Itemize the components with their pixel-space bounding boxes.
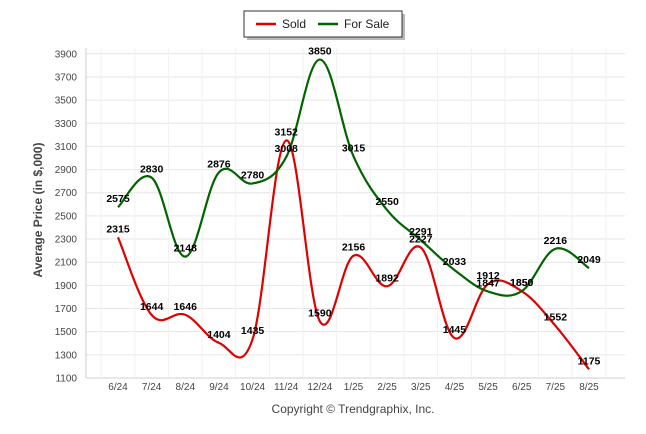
data-labels: 2315 1644 1646 1404 1435 3152 1590 2156 1892 2227… (106, 46, 601, 368)
y-tick-label: 1500 (55, 327, 78, 338)
data-label-for-sale: 3008 (275, 143, 299, 155)
y-tick-label: 1900 (55, 281, 78, 292)
data-label-sold: 1552 (544, 312, 568, 324)
data-label-for-sale: 1847 (476, 278, 500, 290)
legend-label-sold: Sold (282, 17, 306, 31)
data-label-sold: 1175 (578, 355, 601, 367)
y-tick-label: 2300 (55, 235, 78, 246)
y-tick-label: 1700 (55, 304, 78, 315)
data-label-for-sale: 2049 (577, 254, 601, 266)
data-label-sold: 1892 (375, 272, 399, 284)
data-label-for-sale: 2780 (241, 169, 265, 181)
data-label-sold: 1435 (241, 325, 265, 337)
y-axis-title: Average Price (in $,000) (31, 143, 45, 278)
x-tick-label: 1/25 (344, 382, 364, 393)
x-tick-label: 12/24 (307, 382, 332, 393)
x-tick-label: 6/25 (512, 382, 532, 393)
y-tick-label: 2500 (55, 211, 78, 222)
y-tick-label: 3900 (55, 49, 78, 60)
data-label-for-sale: 2575 (106, 193, 130, 205)
x-tick-label: 9/24 (209, 382, 229, 393)
y-tick-label: 1100 (55, 374, 77, 385)
legend: Sold For Sale (243, 10, 405, 40)
data-label-sold: 2227 (409, 234, 433, 246)
series (116, 58, 590, 370)
data-label-sold: 1590 (308, 307, 332, 319)
data-label-for-sale: 1850 (510, 277, 534, 289)
axes: 1100 1300 1500 1700 1900 2100 2300 2500 2700 2900… (55, 48, 625, 393)
x-tick-label: 7/24 (142, 382, 162, 393)
x-tick-label: 2/25 (377, 382, 397, 393)
series-line-for-sale (117, 58, 590, 297)
x-tick-label: 8/25 (579, 382, 599, 393)
y-tick-label: 3100 (55, 142, 78, 153)
data-label-for-sale: 2830 (140, 164, 164, 176)
y-tick-label: 3500 (55, 96, 78, 107)
x-tick-label: 4/25 (445, 382, 465, 393)
x-tick-label: 3/25 (411, 382, 431, 393)
y-tick-label: 3700 (55, 72, 78, 83)
data-label-for-sale: 2033 (443, 256, 467, 268)
y-tick-label: 2700 (55, 188, 78, 199)
data-label-sold: 1646 (174, 301, 198, 313)
data-label-for-sale: 2550 (375, 196, 399, 208)
data-label-for-sale: 3850 (308, 46, 332, 58)
y-tick-label: 2100 (55, 258, 78, 269)
x-tick-label: 6/24 (108, 382, 128, 393)
data-label-for-sale: 2216 (544, 235, 568, 247)
y-tick-label: 2900 (55, 165, 78, 176)
x-tick-label: 5/25 (478, 382, 498, 393)
data-label-sold: 1644 (140, 301, 164, 313)
legend-label-for-sale: For Sale (344, 17, 390, 31)
data-label-for-sale: 2291 (409, 226, 433, 238)
data-label-sold: 1445 (443, 324, 467, 336)
x-tick-label: 7/25 (546, 382, 566, 393)
x-tick-label: 8/24 (176, 382, 196, 393)
data-label-sold: 1850 (510, 277, 534, 289)
y-tick-label: 3300 (55, 119, 78, 130)
series-line-sold (116, 139, 590, 370)
x-tick-label: 10/24 (240, 382, 265, 393)
x-tick-label: 11/24 (274, 382, 299, 393)
data-label-sold: 1404 (207, 329, 231, 341)
copyright-credit: Copyright © Trendgraphix, Inc. (272, 402, 435, 416)
data-label-for-sale: 2148 (174, 243, 198, 255)
data-label-for-sale: 2876 (207, 158, 231, 170)
data-label-sold: 2315 (106, 223, 130, 235)
grid (86, 48, 625, 379)
data-label-sold: 1912 (476, 270, 500, 282)
data-label-sold: 2156 (342, 242, 366, 254)
y-tick-label: 1300 (55, 350, 78, 361)
data-label-for-sale: 3015 (342, 142, 366, 154)
data-label-sold: 3152 (275, 126, 299, 138)
